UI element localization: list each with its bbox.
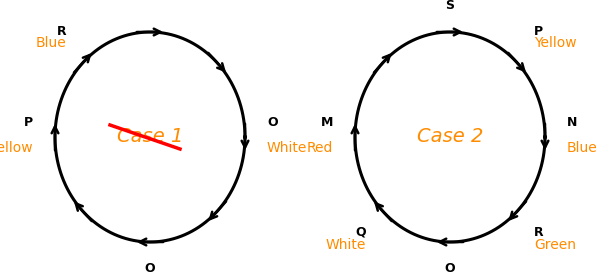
Text: R: R (534, 226, 544, 239)
Text: P: P (534, 25, 543, 38)
Text: Blue: Blue (567, 141, 598, 155)
Text: Blue: Blue (35, 36, 66, 50)
Text: S: S (445, 0, 455, 12)
Text: White: White (326, 238, 366, 252)
Text: Yellow: Yellow (534, 36, 577, 50)
Text: White: White (267, 141, 307, 155)
Text: Red: Red (307, 141, 333, 155)
Text: O: O (445, 262, 455, 274)
Text: N: N (567, 116, 577, 129)
Text: M: M (320, 116, 333, 129)
Text: Case 2: Case 2 (417, 127, 483, 147)
Text: O: O (267, 116, 278, 129)
Text: Q: Q (355, 226, 366, 239)
Text: R: R (56, 25, 66, 38)
Text: Case 1: Case 1 (117, 127, 183, 147)
Text: O: O (145, 262, 155, 274)
Text: P: P (24, 116, 33, 129)
Text: Green: Green (534, 238, 576, 252)
Text: Yellow: Yellow (0, 141, 33, 155)
